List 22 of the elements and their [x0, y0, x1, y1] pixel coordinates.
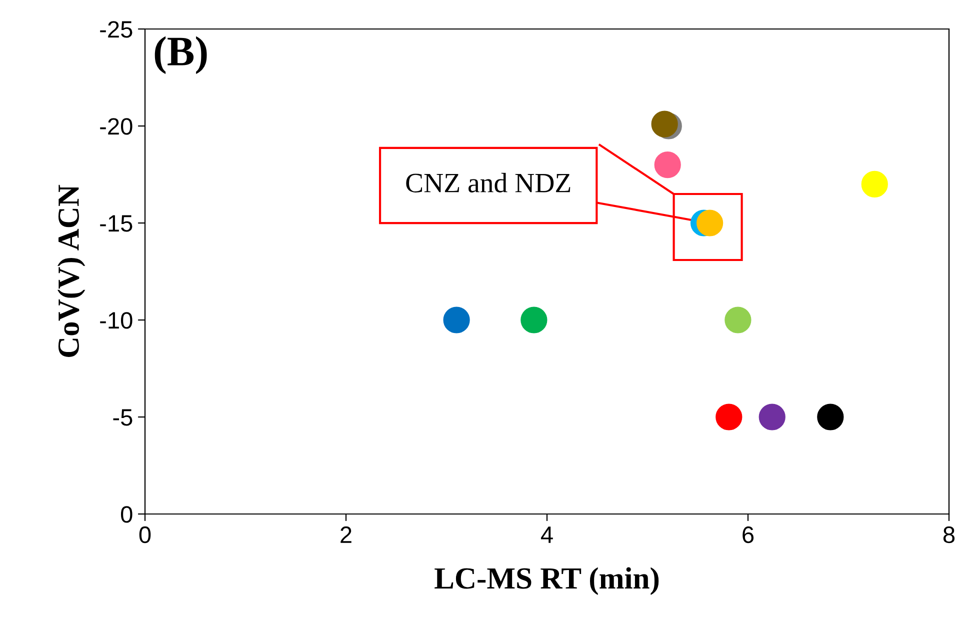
y-axis-title: CoV(V) ACN	[57, 184, 86, 357]
x-tick-label: 4	[540, 526, 553, 543]
y-tick-label: -15	[100, 215, 132, 232]
point	[520, 306, 548, 334]
annotation: CNZ and NDZ	[406, 172, 570, 192]
y-tick-label: 0	[120, 506, 132, 523]
chart-title: (B)	[154, 36, 207, 74]
point	[716, 404, 742, 430]
point	[817, 404, 844, 430]
point	[651, 110, 678, 138]
point	[861, 170, 888, 198]
x-tick-label: 2	[340, 526, 352, 543]
x-tick-label: 0	[139, 526, 151, 544]
x-axis-title: LC-MS RT (min)	[434, 567, 659, 595]
y-tick-label: -5	[113, 409, 132, 426]
point	[443, 306, 470, 334]
y-tick-label: -25	[100, 21, 132, 38]
x-tick-label: 6	[742, 526, 754, 544]
point	[758, 404, 786, 430]
y-tick-label: -10	[100, 312, 132, 329]
x-tick-label: 8	[943, 526, 955, 544]
y-tick-label: -20	[100, 118, 132, 135]
